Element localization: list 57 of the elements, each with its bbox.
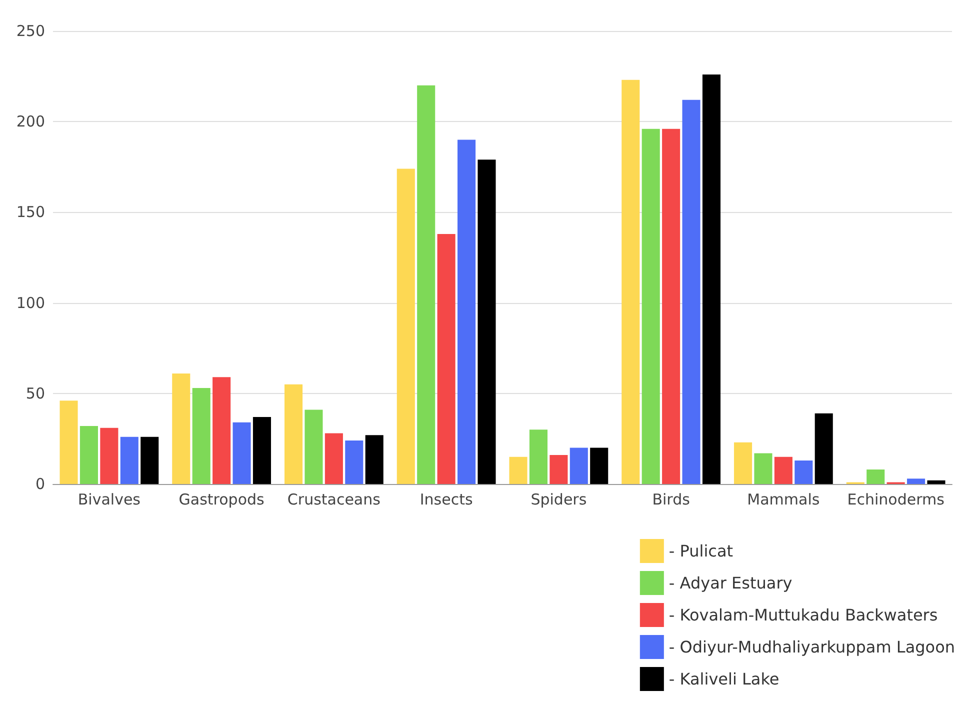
bar — [509, 456, 528, 484]
y-tick-label: 0 — [35, 475, 45, 493]
bar — [927, 480, 946, 484]
y-tick-label: 200 — [16, 112, 45, 131]
legend-label: - Pulicat — [668, 542, 734, 560]
bar — [417, 85, 436, 484]
y-tick-label: 50 — [26, 384, 45, 402]
bar — [907, 478, 926, 484]
x-tick-label: Insects — [420, 490, 473, 508]
bar — [345, 440, 364, 484]
bar — [100, 428, 118, 484]
legend-label: - Odiyur-Mudhaliyarkuppam Lagoon — [668, 638, 955, 656]
bar — [80, 426, 98, 484]
y-tick-label: 250 — [16, 22, 45, 40]
bar — [590, 448, 608, 484]
bar — [212, 377, 231, 484]
legend-label: - Adyar Estuary — [668, 574, 792, 592]
bar — [529, 430, 548, 484]
x-tick-label: Birds — [652, 490, 690, 508]
bar — [794, 460, 813, 484]
bar — [365, 435, 384, 484]
bar — [458, 140, 476, 484]
x-tick-label: Echinoderms — [847, 490, 945, 508]
bar — [437, 234, 456, 484]
y-tick-label: 150 — [16, 203, 45, 222]
bar — [478, 160, 496, 484]
y-tick-label: 100 — [16, 294, 45, 312]
bar — [120, 436, 138, 484]
bar — [396, 168, 415, 484]
bar — [550, 455, 568, 484]
bar — [140, 436, 159, 484]
bar — [662, 128, 680, 484]
bar — [754, 453, 772, 484]
x-tick-label: Bivalves — [78, 490, 141, 508]
bar — [682, 100, 700, 484]
bar — [252, 416, 272, 484]
bar — [60, 400, 78, 484]
bar — [304, 410, 323, 484]
bar — [172, 373, 190, 484]
bar — [866, 470, 885, 484]
bar — [814, 413, 833, 484]
x-tick-label: Crustaceans — [287, 490, 381, 508]
bar — [702, 74, 721, 484]
x-tick-label: Spiders — [530, 490, 587, 508]
bar — [232, 422, 251, 484]
legend-label: - Kovalam-Muttukadu Backwaters — [668, 606, 938, 624]
bar — [324, 433, 343, 484]
bar — [284, 384, 303, 484]
x-tick-label: Mammals — [747, 490, 820, 508]
bar — [192, 388, 210, 484]
bar — [622, 80, 640, 484]
bar — [734, 442, 752, 484]
x-tick-label: Gastropods — [178, 490, 265, 508]
bar — [570, 448, 588, 484]
bar — [774, 456, 792, 484]
legend-label: - Kaliveli Lake — [668, 670, 780, 688]
bar — [642, 128, 660, 484]
